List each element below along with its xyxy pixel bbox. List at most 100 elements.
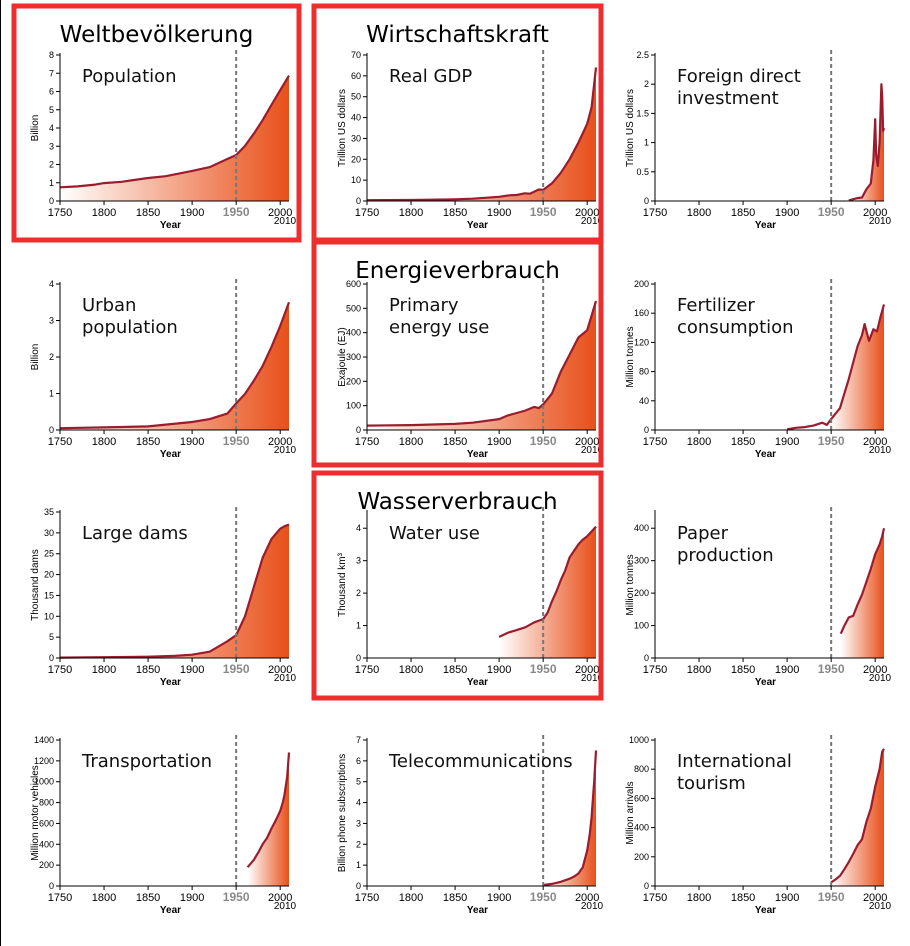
chart-title: Large dams <box>82 523 188 544</box>
series-line <box>59 75 290 189</box>
series-line <box>830 748 885 884</box>
x-axis-title: Year <box>467 449 488 460</box>
x-tick-label: 1750 <box>48 207 72 219</box>
x-tick-label: 2000 <box>268 892 292 904</box>
x-tick-label: 1750 <box>643 436 667 448</box>
x-tick-label: 2000 <box>575 892 599 904</box>
y-tick-label: 0 <box>356 881 361 891</box>
x-tick-label: 1900 <box>180 436 204 448</box>
x-axis-title: Year <box>160 905 181 916</box>
y-tick-label: 0 <box>644 196 649 206</box>
x-tick-label: 2000 <box>863 207 887 219</box>
x-tick-label: 1750 <box>643 207 667 219</box>
x-tick-label: 1750 <box>48 436 72 448</box>
y-tick-label: 1200 <box>34 756 54 766</box>
area-fill <box>367 67 596 201</box>
y-tick-label: 20 <box>351 154 361 164</box>
x-tick-label: 2000 <box>575 207 599 219</box>
x-tick-label: 1900 <box>180 892 204 904</box>
x-tick-label: 1750 <box>355 207 379 219</box>
y-tick-label: 400 <box>346 328 361 338</box>
x-tick-label: 1950 <box>530 434 557 448</box>
y-tick-label: 2 <box>356 588 361 598</box>
y-tick-label: 0 <box>49 881 54 891</box>
x-axis-title: Year <box>755 905 776 916</box>
y-tick-label: 3 <box>49 316 54 326</box>
highlight-title: Wirtschaftskraft <box>366 22 549 48</box>
y-axis-title: Billion <box>30 344 41 371</box>
x-tick-label: 1950 <box>818 434 845 448</box>
y-tick-label: 200 <box>39 860 54 870</box>
y-axis-title: Billion <box>30 115 41 142</box>
y-tick-label: 400 <box>634 823 649 833</box>
y-axis-title: Million tonnes <box>625 554 636 615</box>
series-line <box>848 83 886 202</box>
y-tick-label: 0 <box>49 196 54 206</box>
y-tick-label: 4 <box>356 798 361 808</box>
series-line <box>786 304 886 431</box>
x-tick-label: 1950 <box>530 205 557 219</box>
series-line <box>366 300 598 427</box>
x-tick-label: 1950 <box>223 434 250 448</box>
y-tick-label: 0 <box>356 653 361 663</box>
x-axis-title: Year <box>755 220 776 231</box>
x-tick-label: 1850 <box>731 892 755 904</box>
y-tick-label: 600 <box>39 818 54 828</box>
x-tick-label: 1850 <box>443 207 467 219</box>
highlight-frame <box>311 470 604 701</box>
y-tick-label: 60 <box>351 71 361 81</box>
y-tick-label: 1000 <box>34 777 54 787</box>
chart-title: Transportation <box>81 751 212 772</box>
highlight-title: Energieverbrauch <box>355 258 560 284</box>
y-tick-label: 1 <box>49 389 54 399</box>
y-tick-label: 40 <box>351 113 361 123</box>
y-tick-label: 3 <box>356 818 361 828</box>
x-tick-label: 2000 <box>268 207 292 219</box>
x-tick-label: 1800 <box>687 207 711 219</box>
area-fill <box>367 301 596 430</box>
x-end-label: 2010 <box>581 901 604 912</box>
x-tick-label: 1800 <box>92 892 116 904</box>
x-tick-label: 2000 <box>863 436 887 448</box>
y-tick-label: 10 <box>44 611 54 621</box>
y-tick-label: 100 <box>634 621 649 631</box>
x-tick-label: 1850 <box>443 664 467 676</box>
x-end-label: 2010 <box>274 673 297 684</box>
y-tick-label: 35 <box>44 507 54 517</box>
y-axis-title: Thousand km³ <box>337 552 348 617</box>
chart-title: population <box>82 317 178 338</box>
y-tick-label: 1 <box>356 860 361 870</box>
x-tick-label: 1750 <box>355 892 379 904</box>
x-tick-label: 2000 <box>575 436 599 448</box>
y-axis-title: Million arrivals <box>625 781 636 844</box>
y-tick-label: 8 <box>49 50 54 60</box>
y-tick-label: 600 <box>346 279 361 289</box>
x-tick-label: 1800 <box>92 207 116 219</box>
x-tick-label: 1900 <box>487 436 511 448</box>
x-tick-label: 1850 <box>136 436 160 448</box>
y-tick-label: 0 <box>644 653 649 663</box>
highlight-title: Wasserverbrauch <box>357 489 557 515</box>
y-axis-title: Trillion US dollars <box>625 89 636 167</box>
x-end-label: 2010 <box>274 901 297 912</box>
y-tick-label: 2 <box>644 79 649 89</box>
x-tick-label: 1950 <box>530 662 557 676</box>
chart-panel-10: 0 200 400 600 800 1000 1200 1400 1750 1800 1850 190… <box>30 735 297 916</box>
x-tick-label: 1900 <box>775 207 799 219</box>
y-tick-label: 1400 <box>34 735 54 745</box>
x-tick-label: 1850 <box>731 436 755 448</box>
x-tick-label: 1850 <box>136 207 160 219</box>
x-end-label: 2010 <box>581 445 604 456</box>
page-frame-line <box>0 0 1 946</box>
x-tick-label: 1900 <box>487 207 511 219</box>
y-axis-title: Trillion US dollars <box>337 89 348 167</box>
x-tick-label: 1850 <box>443 436 467 448</box>
x-axis-title: Year <box>467 220 488 231</box>
x-tick-label: 1750 <box>355 664 379 676</box>
x-tick-label: 1800 <box>399 207 423 219</box>
y-tick-label: 0 <box>644 881 649 891</box>
x-end-label: 2010 <box>869 445 892 456</box>
y-tick-label: 4 <box>356 523 361 533</box>
x-tick-label: 1800 <box>687 436 711 448</box>
area-fill <box>787 304 884 430</box>
